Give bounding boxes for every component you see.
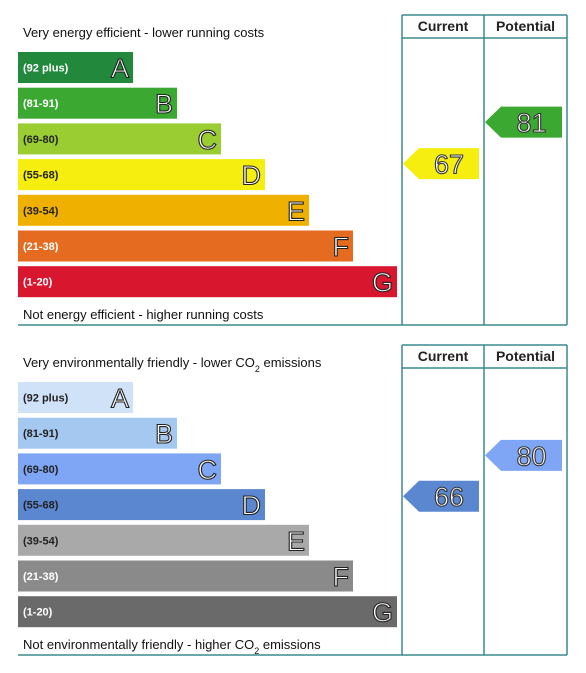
band-letter: F [333, 562, 350, 592]
rating-band [18, 87, 177, 119]
band-letter: E [287, 196, 305, 226]
column-header: Current [418, 348, 469, 364]
caption: Not environmentally friendly - higher CO… [23, 637, 321, 656]
band-range: (21-38) [23, 241, 59, 253]
epc-panel: Current Potential Very environmentally fri… [18, 344, 568, 656]
rating-arrow [403, 148, 479, 180]
band-range: (55-68) [23, 500, 59, 512]
caption: Not energy efficient - higher running co… [23, 307, 264, 322]
rating-arrow [403, 480, 479, 512]
band-range: (69-80) [23, 134, 59, 146]
band-letter: C [198, 125, 218, 155]
rating-arrow [485, 106, 562, 138]
rating-band [18, 489, 265, 521]
rating-band [18, 194, 309, 226]
band-letter: A [111, 384, 129, 414]
column-header: Potential [496, 348, 555, 364]
band-letter: G [372, 598, 393, 628]
rating-band [18, 230, 353, 262]
band-letter: B [155, 419, 173, 449]
rating-band [18, 596, 397, 628]
band-letter: G [372, 268, 393, 298]
caption-part: Very energy efficient - lower running co… [23, 25, 265, 40]
band-letter: C [198, 455, 218, 485]
rating-value: 66 [434, 482, 464, 512]
column-header: Potential [496, 18, 555, 34]
rating-arrow [485, 439, 562, 471]
rating-band [18, 417, 177, 449]
band-range: (81-91) [23, 98, 59, 110]
rating-band [18, 266, 397, 298]
band-letter: B [155, 89, 173, 119]
epc-panel: Current Potential Very energy efficient - … [18, 14, 568, 326]
rating-band [18, 453, 221, 485]
band-range: (92 plus) [23, 393, 69, 405]
band-letter: E [287, 526, 305, 556]
rating-value: 80 [516, 441, 546, 471]
rating-band [18, 159, 265, 191]
band-range: (39-54) [23, 535, 59, 547]
caption-part: Not environmentally friendly - higher CO [23, 637, 254, 652]
rating-band [18, 524, 309, 556]
band-range: (92 plus) [23, 63, 69, 75]
caption: Very environmentally friendly - lower CO… [23, 355, 322, 374]
band-range: (39-54) [23, 205, 59, 217]
band-range: (1-20) [23, 277, 53, 289]
band-range: (1-20) [23, 607, 53, 619]
band-letter: A [111, 54, 129, 84]
rating-band [18, 123, 221, 155]
band-range: (21-38) [23, 571, 59, 583]
band-range: (55-68) [23, 170, 59, 182]
rating-band [18, 52, 133, 83]
rating-band [18, 382, 133, 413]
caption-part: Not energy efficient - higher running co… [23, 307, 264, 322]
band-letter: D [242, 491, 262, 521]
caption: Very energy efficient - lower running co… [23, 25, 265, 40]
rating-band [18, 560, 353, 592]
band-letter: D [242, 161, 262, 191]
band-letter: F [333, 232, 350, 262]
band-range: (69-80) [23, 464, 59, 476]
rating-value: 67 [434, 150, 464, 180]
caption-part: 2 [254, 646, 259, 656]
caption-part: emissions [260, 355, 322, 370]
caption-part: 2 [255, 364, 260, 374]
rating-value: 81 [516, 108, 546, 138]
column-header: Current [418, 18, 469, 34]
band-range: (81-91) [23, 428, 59, 440]
caption-part: Very environmentally friendly - lower CO [23, 355, 255, 370]
caption-part: emissions [259, 637, 321, 652]
